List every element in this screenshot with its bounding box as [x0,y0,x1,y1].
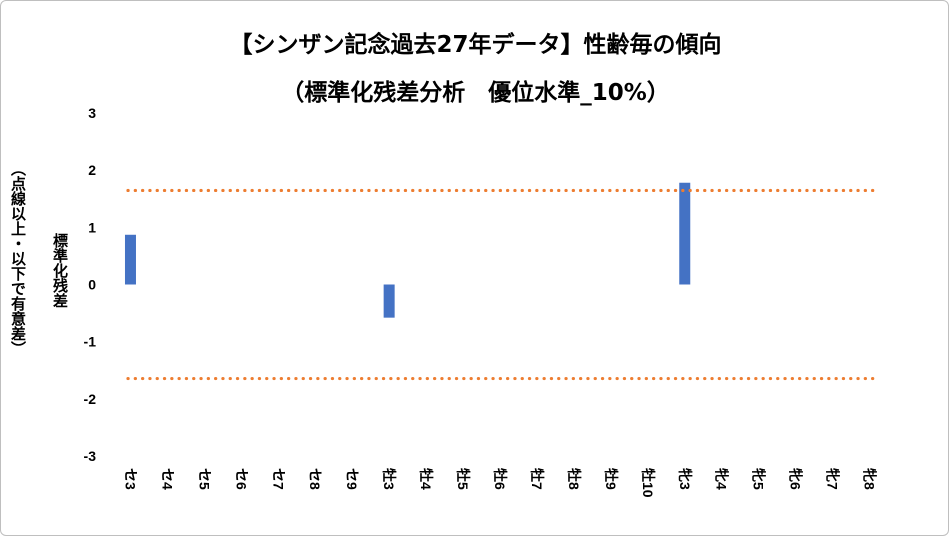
y-axis-label-line2: （点線以上・以下で有意差） [9,161,27,356]
x-tick-label: 牡9 [603,468,619,490]
x-tick-label: 牡5 [455,468,471,490]
y-tick-label: 3 [88,105,96,121]
x-tick-label: 牝3 [677,468,693,490]
x-tick-label: 牝6 [788,468,804,490]
y-tick-label: 2 [88,162,96,178]
x-tick-label: 牝8 [862,468,878,490]
x-tick-label: 牝7 [825,468,841,490]
x-tick-label: セ9 [344,468,360,490]
x-tick-label: 牡7 [529,468,545,490]
x-tick-label: セ4 [159,468,175,490]
y-tick-label: -1 [84,334,97,350]
x-tick-label: セ8 [307,468,323,490]
x-tick-labels: セ3 セ4 セ5 セ6 セ7 セ8 セ9 牡3 牡4 牡5 牡6 牡7 牡8 牡9 牡10 牝3 牝4 牝5 牝6 牝… [122,468,877,498]
y-tick-label: -2 [84,391,97,407]
bars [124,182,691,318]
bar-セ3 [124,234,136,285]
bar-牝3 [679,182,691,285]
x-tick-label: セ6 [233,468,249,490]
y-tick-label: 0 [88,277,96,293]
x-tick-label: セ7 [270,468,286,490]
x-tick-label: セ3 [122,468,138,490]
x-tick-label: 牝4 [714,468,730,490]
chart-title-line1: 【シンザン記念過去27年データ】性齢毎の傾向 [229,32,722,58]
x-tick-label: 牝5 [751,468,767,490]
x-tick-label: 牡3 [381,468,397,490]
x-tick-label: セ5 [196,468,212,490]
y-tick-label: 1 [88,219,96,235]
x-tick-label: 牡6 [492,468,508,490]
chart-title-line2: （標準化残差分析 優位水準_10%） [281,80,670,106]
threshold-lines [126,188,879,381]
y-tick-label: -3 [84,448,97,464]
y-axis-label: 標準化残差 （点線以上・以下で有意差） [1,161,81,421]
y-axis-label-line1: 標準化残差 [51,233,69,308]
x-tick-label: 牡10 [640,468,656,498]
y-tick-labels: 3 2 1 0 -1 -2 -3 [84,105,97,464]
x-tick-label: 牡4 [418,468,434,490]
x-tick-label: 牡8 [566,468,582,490]
bar-牡3 [383,284,395,318]
